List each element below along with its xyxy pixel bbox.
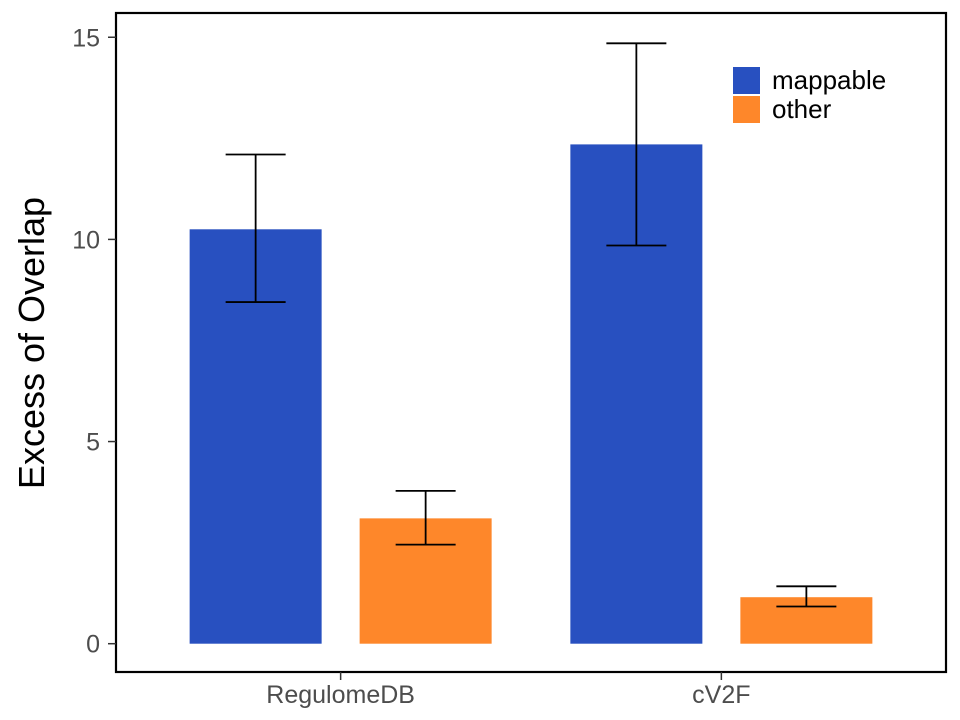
legend-label: other <box>772 94 832 124</box>
error-bar-other-RegulomeDB <box>395 489 456 546</box>
bars <box>189 144 873 644</box>
legend-label: mappable <box>772 65 886 95</box>
x-axis: RegulomeDB cV2F <box>266 672 751 709</box>
error-bar-mappable-RegulomeDB <box>225 153 286 303</box>
y-tick-label: 10 <box>72 226 100 254</box>
legend-swatch <box>733 96 760 123</box>
y-tick-label: 15 <box>72 24 100 52</box>
x-tick-label: cV2F <box>692 681 750 709</box>
legend-item-mappable: mappable <box>733 65 886 95</box>
x-tick-label: RegulomeDB <box>266 681 415 709</box>
y-axis: 0 5 10 15 <box>72 24 116 659</box>
legend-item-other: other <box>733 94 832 124</box>
plot-frame <box>114 11 948 674</box>
error-bar-mappable-cV2F <box>606 42 667 247</box>
y-tick-label: 5 <box>86 429 100 457</box>
y-axis-title: Excess of Overlap <box>11 197 52 489</box>
error-bar-other-cV2F <box>776 585 837 608</box>
error-bars <box>225 42 837 608</box>
legend-swatch <box>733 67 760 94</box>
y-tick-label: 0 <box>86 631 100 659</box>
